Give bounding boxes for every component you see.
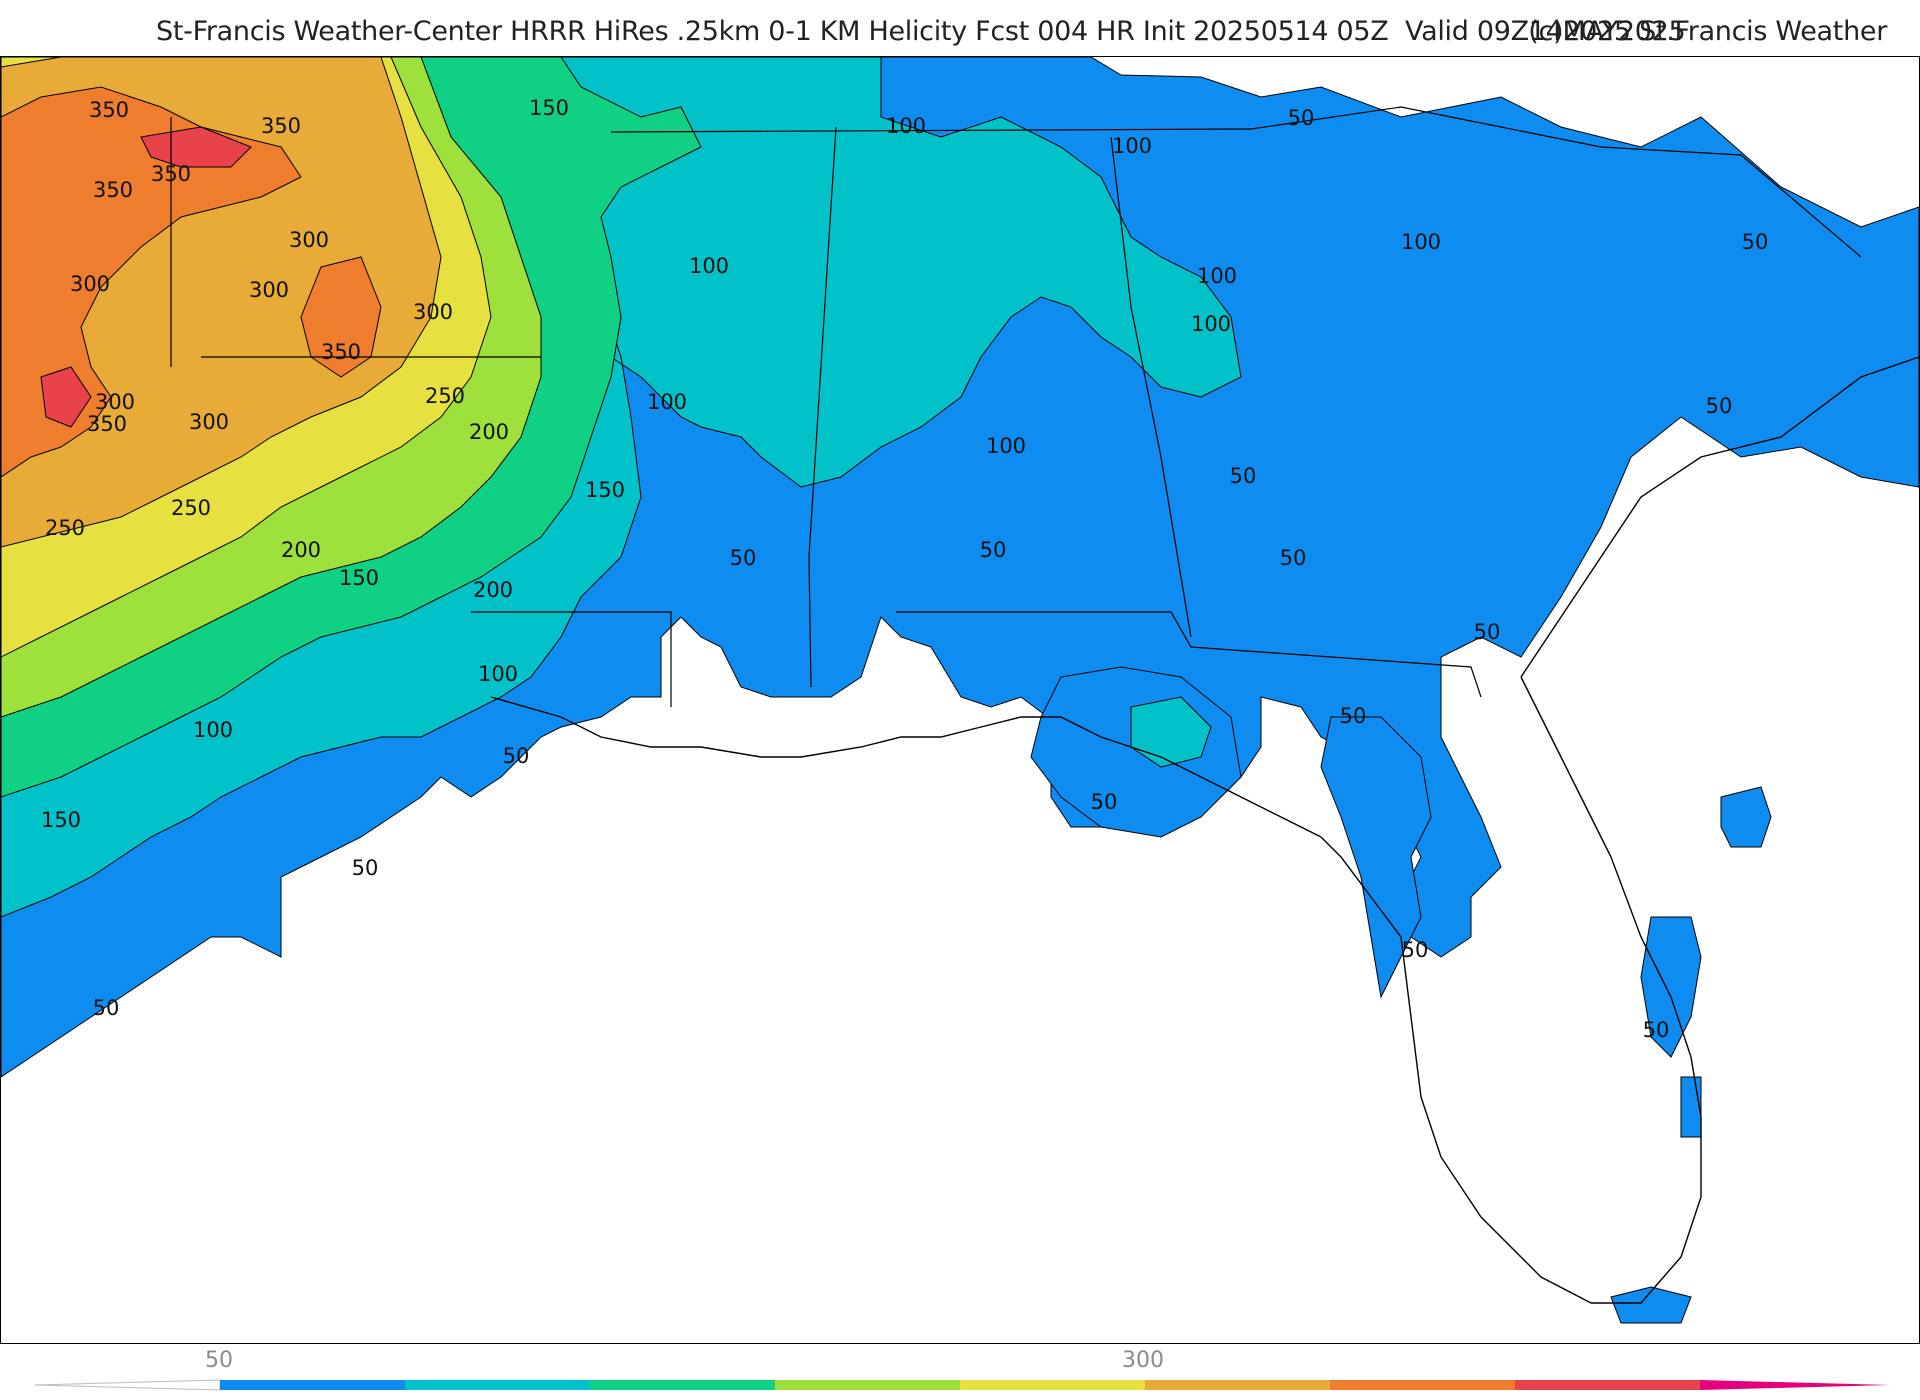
colorbar-strip <box>34 1379 1890 1391</box>
contour-label: 100 <box>1112 134 1152 158</box>
contour-label: 50 <box>503 744 530 768</box>
colorbar-segment-50 <box>220 1380 405 1390</box>
helicity-region-350 <box>1 86 382 478</box>
state-border-ms-al <box>808 126 837 688</box>
contour-label: 300 <box>189 410 229 434</box>
state-border-la-ms <box>471 611 672 707</box>
state-border-tn-south <box>610 128 1252 133</box>
contour-label: 50 <box>1643 1018 1670 1042</box>
contour-label: 50 <box>1091 790 1118 814</box>
contour-label: 350 <box>261 114 301 138</box>
contour-label: 350 <box>321 340 361 364</box>
coastline-atlantic <box>1520 356 1919 678</box>
colorbar-over-arrow <box>1700 1380 1890 1390</box>
contour-label: 50 <box>1288 106 1315 130</box>
colorbar-segment-250 <box>960 1380 1145 1390</box>
contour-label: 100 <box>478 662 518 686</box>
contour-label: 200 <box>281 538 321 562</box>
contour-label: 50 <box>93 996 120 1020</box>
contour-label: 50 <box>980 538 1007 562</box>
helicity-blob-florida-west <box>1320 716 1432 999</box>
contour-label: 250 <box>171 496 211 520</box>
contour-label: 100 <box>647 390 687 414</box>
contour-label: 100 <box>986 434 1026 458</box>
contour-label: 300 <box>413 300 453 324</box>
colorbar-segment-400 <box>1515 1380 1700 1390</box>
colorbar-tick-label: 300 <box>1122 1348 1164 1373</box>
contour-label: 50 <box>1230 464 1257 488</box>
contour-label: 50 <box>1402 938 1429 962</box>
contour-label: 50 <box>730 546 757 570</box>
state-borders <box>170 106 1919 1304</box>
coastline-florida-east <box>1520 676 1702 1304</box>
helicity-blob-atlantic <box>1720 786 1772 848</box>
colorbar-segment-300 <box>1145 1380 1330 1390</box>
map-title: St-Francis Weather-Center HRRR HiRes .25… <box>156 16 1686 47</box>
contour-label: 150 <box>585 478 625 502</box>
helicity-blob-florida-mid <box>1680 1076 1702 1138</box>
contour-label: 200 <box>469 420 509 444</box>
coastline-florida-west <box>1320 836 1592 1304</box>
contour-label: 300 <box>289 228 329 252</box>
contour-label: 250 <box>45 516 85 540</box>
colorbar-segment-200 <box>775 1380 960 1390</box>
contour-label: 150 <box>41 808 81 832</box>
contour-label: 300 <box>70 272 110 296</box>
map-panel: 350 350 350 350 300 300 300 300 350 300 350 300 250 2… <box>0 56 1920 1344</box>
contour-label: 200 <box>473 578 513 602</box>
contour-label: 250 <box>425 384 465 408</box>
colorbar-tick-label: 50 <box>205 1348 233 1373</box>
contour-label: 150 <box>529 96 569 120</box>
state-border-al-ga <box>1110 136 1192 638</box>
contour-label: 350 <box>93 178 133 202</box>
contour-label: 50 <box>352 856 379 880</box>
contour-label: 100 <box>689 254 729 278</box>
contour-label: 350 <box>89 98 129 122</box>
contour-label: 50 <box>1742 230 1769 254</box>
contour-label: 50 <box>1340 704 1367 728</box>
state-border-fl-north <box>896 611 1482 698</box>
colorbar-under-arrow <box>34 1379 221 1391</box>
colorbar-segment-350 <box>1330 1380 1515 1390</box>
contour-label: 350 <box>151 162 191 186</box>
copyright-notice: (c)2025 St.Francis Weather <box>1528 16 1887 47</box>
contour-label: 50 <box>1280 546 1307 570</box>
state-border-nc-sc <box>1250 106 1862 258</box>
contour-label: 100 <box>1401 230 1441 254</box>
colorbar-segment-150 <box>590 1380 775 1390</box>
helicity-fill-layer <box>1 57 1919 1324</box>
contour-label: 350 <box>87 412 127 436</box>
contour-label: 300 <box>95 390 135 414</box>
contour-label: 300 <box>249 278 289 302</box>
contour-label: 100 <box>1197 264 1237 288</box>
contour-label: 50 <box>1706 394 1733 418</box>
helicity-region-400 <box>40 126 252 428</box>
contour-label: 150 <box>339 566 379 590</box>
title-bar: St-Francis Weather-Center HRRR HiRes .25… <box>0 0 1920 56</box>
colorbar-segment-100 <box>405 1380 590 1390</box>
colorbar: 50 300 <box>0 1342 1920 1400</box>
coastline-gulf <box>490 696 1322 838</box>
helicity-blob-florida-south <box>1610 1286 1692 1324</box>
contour-label: 100 <box>1191 312 1231 336</box>
helicity-blob-florida-east <box>1640 916 1702 1058</box>
contour-label: 100 <box>886 114 926 138</box>
contour-label: 50 <box>1474 620 1501 644</box>
contour-label: 100 <box>193 718 233 742</box>
